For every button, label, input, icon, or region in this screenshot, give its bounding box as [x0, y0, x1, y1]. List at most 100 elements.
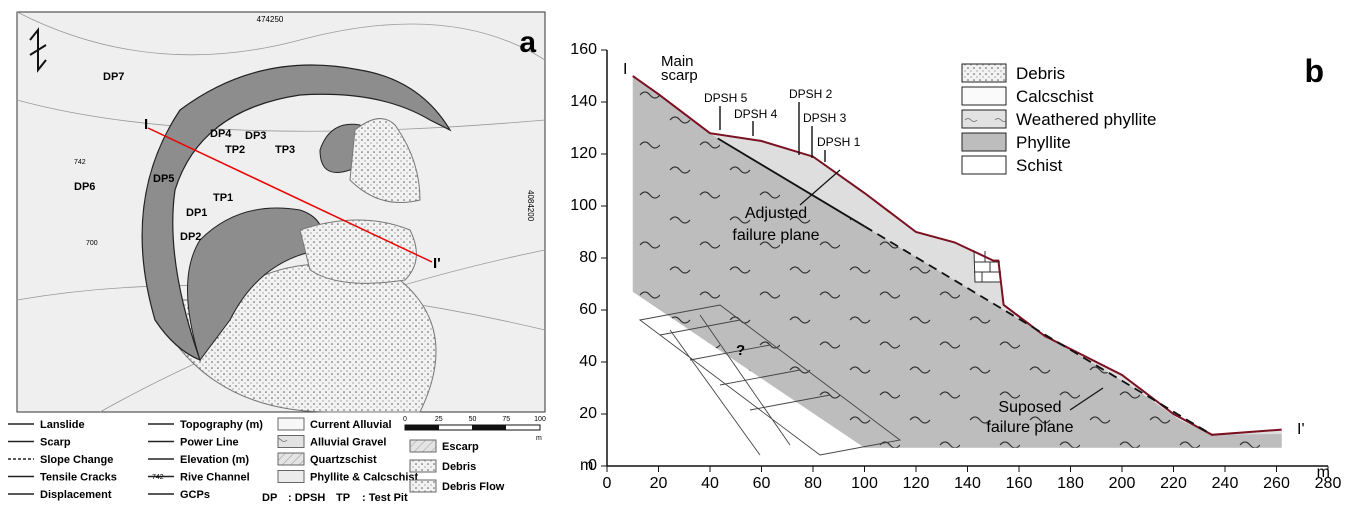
- legend-symbol: [961, 109, 1007, 129]
- legend-symbol: [409, 439, 437, 453]
- point-label: TP2: [225, 144, 245, 156]
- dpsh-arrows: [719, 102, 826, 162]
- x-tick-label: 100: [851, 475, 878, 492]
- scale-unit: m: [536, 435, 542, 442]
- legend-label: Slope Change: [40, 454, 113, 466]
- legend-label: Debris: [442, 461, 476, 473]
- section-line: [147, 127, 433, 263]
- supposed-failure-plane: [864, 225, 1213, 436]
- legend-symbol: [961, 63, 1007, 83]
- annotation: scarp: [661, 67, 698, 84]
- legend-label: Schist: [1016, 156, 1063, 175]
- legend-label: Escarp: [442, 441, 479, 453]
- legend-symbol: [277, 435, 305, 448]
- legend-symbol: [409, 479, 437, 493]
- y-tick-label: 100: [570, 197, 597, 214]
- annotation-arrow: [799, 169, 841, 206]
- legend-label: Power Line: [180, 437, 239, 449]
- x-tick-label: 120: [903, 475, 930, 492]
- axes: 0 20 40 60 80 100 120 140 160 180 200 220 240 260 280 0…: [570, 41, 1341, 492]
- legend-label: : Test Pit: [362, 492, 408, 504]
- legend-label: Lanslide: [40, 419, 85, 431]
- section-label: I': [433, 255, 441, 272]
- legend-label: Phyllite: [1016, 133, 1071, 152]
- scale-bar: [472, 425, 506, 430]
- scale-tick: 25: [435, 416, 443, 423]
- map-legend: Lanslide Scarp Slope Change Tensile Cracks D…: [8, 417, 505, 504]
- legend-label: TP: [336, 492, 350, 504]
- y-tick-label: 80: [579, 249, 597, 266]
- legend-symbol: [961, 155, 1007, 175]
- y-tick-label: 60: [579, 301, 597, 318]
- scale-bar: [405, 425, 439, 430]
- point-label: DP7: [103, 71, 124, 83]
- legend-symbol: [277, 470, 305, 483]
- annotation: failure plane: [732, 227, 819, 244]
- annotation-arrow: [1069, 387, 1104, 411]
- legend-label: : DPSH: [288, 492, 325, 504]
- y-tick-label: 120: [570, 145, 597, 162]
- x-tick-label: 260: [1263, 475, 1290, 492]
- section-label: I': [1297, 421, 1305, 438]
- panel-label: a: [519, 26, 536, 59]
- x-tick-label: 220: [1160, 475, 1187, 492]
- y-tick-label: 20: [579, 405, 597, 422]
- dpsh-label: DPSH 5: [704, 91, 748, 105]
- debris-lower: [299, 219, 417, 284]
- legend-symbol-text: 742: [152, 474, 164, 481]
- point-label: DP3: [245, 130, 266, 142]
- escarp: [141, 64, 452, 362]
- x-tick-label: 200: [1109, 475, 1136, 492]
- point-label: DP6: [74, 181, 95, 193]
- annotation: Adjusted: [745, 205, 807, 222]
- point-label: TP1: [213, 192, 233, 204]
- point-label: TP3: [275, 144, 295, 156]
- panel-b: 0 20 40 60 80 100 120 140 160 180 200 220 240 260 280 0…: [570, 41, 1341, 492]
- escarp-lower: [187, 207, 323, 362]
- contours: [16, 11, 546, 413]
- legend-label: Scarp: [40, 437, 71, 449]
- debris-upper: [349, 118, 421, 203]
- section-label: I: [144, 116, 148, 133]
- section-label: I: [623, 61, 627, 78]
- coordinate: 4084200: [526, 190, 535, 222]
- elevation: 742: [74, 159, 86, 166]
- x-unit: m: [1317, 464, 1330, 481]
- legend-label: Debris Flow: [442, 481, 505, 493]
- annotation: ?: [736, 342, 745, 359]
- dpsh-label: DPSH 4: [734, 107, 778, 121]
- x-tick-label: 40: [701, 475, 719, 492]
- x-tick-label: 60: [753, 475, 771, 492]
- legend-label: Current Alluvial: [310, 419, 392, 431]
- coordinate: 474250: [257, 15, 284, 24]
- x-tick-label: 240: [1212, 475, 1239, 492]
- dpsh-label: DPSH 2: [789, 87, 833, 101]
- x-tick-label: 180: [1057, 475, 1084, 492]
- x-tick-label: 280: [1315, 475, 1342, 492]
- scale-tick: 0: [403, 416, 407, 423]
- scale-tick: 50: [469, 416, 477, 423]
- x-tick-label: 140: [954, 475, 981, 492]
- point-label: DP1: [186, 207, 207, 219]
- legend-symbol: [961, 132, 1007, 152]
- legend-label: Alluvial Gravel: [310, 437, 386, 449]
- ground-surface: [632, 75, 1282, 436]
- legend-label: Tensile Cracks: [40, 472, 117, 484]
- y-tick-label: 140: [570, 93, 597, 110]
- legend-symbol: [277, 417, 305, 431]
- x-tick-label: 20: [650, 475, 668, 492]
- point-label: DP2: [180, 231, 201, 243]
- adjusted-failure-plane: [717, 137, 865, 228]
- legend-symbol: [277, 452, 305, 466]
- schist: [638, 304, 902, 456]
- phyllite-texture: [632, 76, 1282, 448]
- y-tick-label: 40: [579, 353, 597, 370]
- legend-symbol: [961, 86, 1007, 106]
- dpsh-label: DPSH 1: [817, 135, 861, 149]
- annotation: Suposed: [998, 399, 1061, 416]
- legend-label: Rive Channel: [180, 472, 250, 484]
- legend-label: Calcschist: [1016, 87, 1094, 106]
- panel-a: a 474250 4084200 742 700 DP7 DP4 DP3 TP2…: [8, 11, 546, 504]
- elevation: 700: [86, 240, 98, 247]
